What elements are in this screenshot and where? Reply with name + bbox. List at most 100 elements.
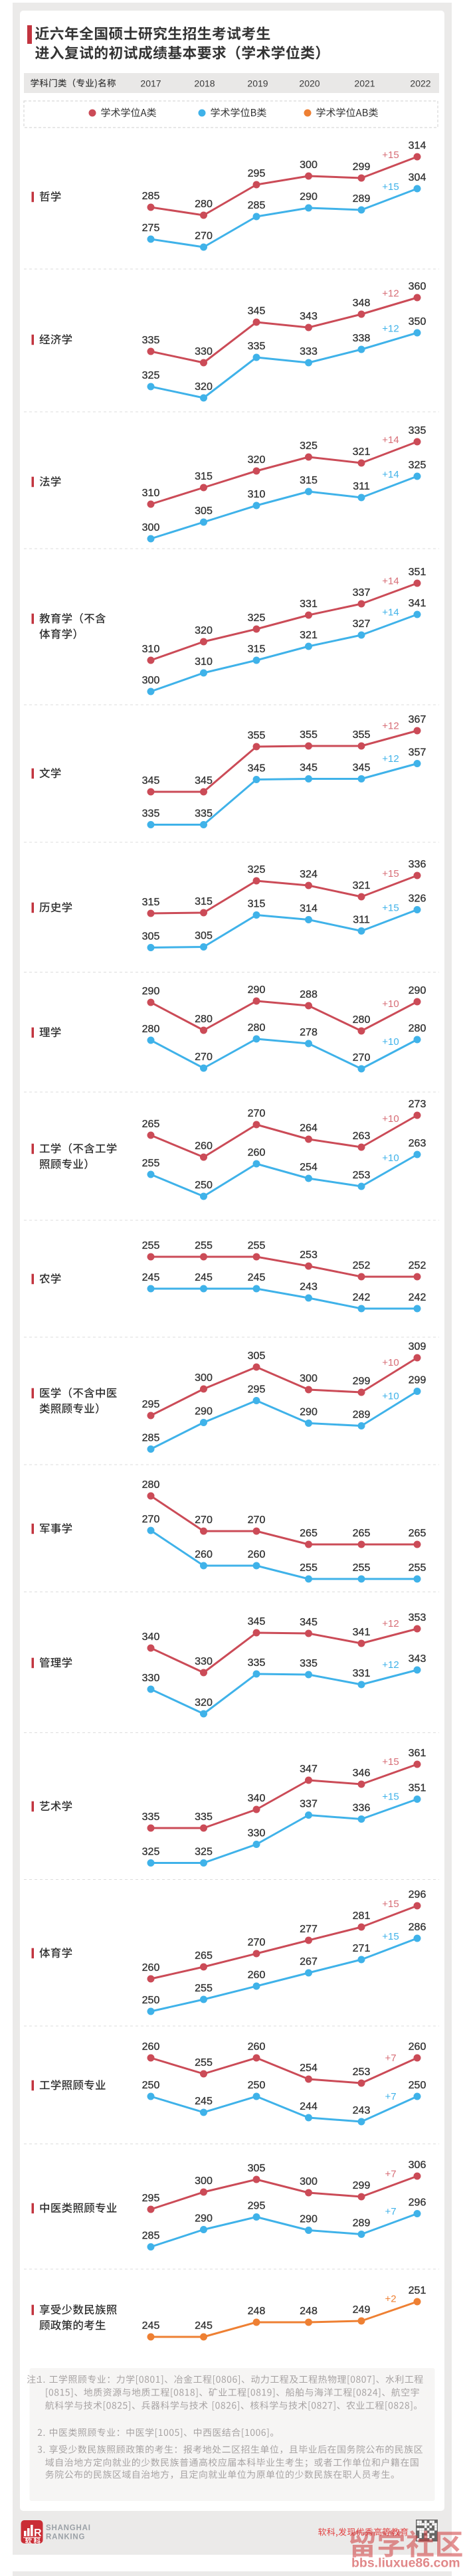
svg-text:250: 250 — [142, 1995, 160, 2006]
svg-text:357: 357 — [409, 747, 426, 759]
svg-text:+14: +14 — [382, 469, 399, 480]
svg-text:335: 335 — [300, 1658, 318, 1669]
svg-text:299: 299 — [353, 2180, 371, 2191]
svg-text:300: 300 — [300, 2176, 318, 2187]
svg-text:255: 255 — [142, 1240, 160, 1251]
svg-text:306: 306 — [409, 2160, 426, 2171]
svg-text:+14: +14 — [382, 576, 399, 587]
svg-text:351: 351 — [409, 1783, 426, 1794]
svg-text:265: 265 — [195, 1950, 213, 1962]
svg-text:300: 300 — [300, 1373, 318, 1384]
svg-text:260: 260 — [248, 1970, 266, 1981]
svg-text:255: 255 — [300, 1562, 318, 1574]
svg-text:337: 337 — [300, 1799, 318, 1810]
svg-text:270: 270 — [195, 230, 213, 242]
svg-text:335: 335 — [409, 425, 426, 436]
svg-text:281: 281 — [353, 1910, 371, 1922]
svg-text:+7: +7 — [385, 2206, 396, 2217]
svg-text:305: 305 — [248, 1350, 266, 1362]
svg-text:R: R — [34, 2528, 42, 2539]
svg-text:340: 340 — [248, 1793, 266, 1804]
svg-text:345: 345 — [248, 306, 266, 317]
svg-text:286: 286 — [409, 1922, 426, 1933]
svg-text:271: 271 — [353, 1943, 371, 1954]
svg-text:270: 270 — [142, 1514, 160, 1525]
svg-text:300: 300 — [300, 159, 318, 171]
svg-text:280: 280 — [195, 1014, 213, 1025]
svg-text:296: 296 — [409, 1889, 426, 1900]
svg-text:273: 273 — [409, 1099, 426, 1110]
svg-text:2019: 2019 — [247, 78, 268, 89]
svg-text:255: 255 — [195, 1240, 213, 1251]
svg-text:+7: +7 — [385, 2169, 396, 2180]
svg-text:345: 345 — [300, 1617, 318, 1628]
svg-text:330: 330 — [142, 1673, 160, 1684]
svg-text:263: 263 — [409, 1138, 426, 1149]
svg-text:270: 270 — [195, 1052, 213, 1063]
svg-text:325: 325 — [409, 460, 426, 471]
svg-text:265: 265 — [300, 1528, 318, 1539]
svg-text:315: 315 — [300, 475, 318, 486]
svg-text:331: 331 — [300, 598, 318, 610]
svg-text:341: 341 — [409, 598, 426, 609]
svg-text:290: 290 — [300, 1407, 318, 1418]
svg-text:333: 333 — [300, 346, 318, 357]
svg-text:305: 305 — [142, 931, 160, 943]
svg-text:325: 325 — [195, 1847, 213, 1858]
svg-text:267: 267 — [300, 1956, 318, 1968]
svg-text:+15: +15 — [382, 1931, 399, 1942]
svg-text:295: 295 — [248, 168, 266, 179]
svg-text:315: 315 — [142, 897, 160, 908]
svg-text:265: 265 — [409, 1528, 426, 1539]
svg-text:280: 280 — [142, 1479, 160, 1491]
svg-text:345: 345 — [142, 775, 160, 786]
svg-text:315: 315 — [195, 896, 213, 907]
svg-text:345: 345 — [300, 763, 318, 774]
svg-text:255: 255 — [248, 1240, 266, 1251]
svg-text:243: 243 — [300, 1281, 318, 1293]
svg-text:242: 242 — [409, 1292, 426, 1303]
svg-text:295: 295 — [142, 2193, 160, 2204]
svg-text:346: 346 — [353, 1768, 371, 1779]
svg-text:367: 367 — [409, 714, 426, 725]
svg-text:280: 280 — [248, 1022, 266, 1034]
svg-text:310: 310 — [195, 656, 213, 668]
svg-text:290: 290 — [195, 2213, 213, 2225]
svg-text:+12: +12 — [382, 323, 399, 335]
svg-text:300: 300 — [142, 675, 160, 686]
svg-text:355: 355 — [300, 729, 318, 741]
svg-text:290: 290 — [300, 191, 318, 203]
svg-text:245: 245 — [195, 2320, 213, 2332]
svg-text:290: 290 — [248, 984, 266, 996]
svg-text:305: 305 — [195, 931, 213, 942]
svg-text:249: 249 — [353, 2304, 371, 2316]
svg-text:355: 355 — [353, 729, 371, 741]
svg-text:260: 260 — [142, 2041, 160, 2053]
svg-text:285: 285 — [142, 1433, 160, 1444]
svg-text:330: 330 — [248, 1828, 266, 1839]
svg-text:280: 280 — [142, 1024, 160, 1035]
svg-text:252: 252 — [409, 1260, 426, 1271]
svg-text:351: 351 — [409, 567, 426, 578]
svg-text:361: 361 — [409, 1748, 426, 1759]
svg-text:285: 285 — [142, 191, 160, 202]
svg-text:260: 260 — [195, 1549, 213, 1560]
svg-text:309: 309 — [409, 1341, 426, 1352]
svg-text:300: 300 — [142, 522, 160, 533]
svg-text:245: 245 — [195, 1272, 213, 1283]
svg-text:321: 321 — [300, 630, 318, 641]
svg-text:260: 260 — [248, 1147, 266, 1158]
svg-text:311: 311 — [353, 915, 370, 926]
svg-text:254: 254 — [300, 1162, 318, 1173]
svg-text:250: 250 — [248, 2080, 266, 2091]
svg-text:304: 304 — [409, 172, 426, 183]
svg-text:248: 248 — [300, 2306, 318, 2317]
svg-text:+15: +15 — [382, 181, 399, 193]
svg-text:285: 285 — [142, 2231, 160, 2242]
svg-text:+12: +12 — [382, 1659, 399, 1671]
svg-text:310: 310 — [142, 488, 160, 499]
svg-text:277: 277 — [300, 1924, 318, 1935]
svg-text:+10: +10 — [382, 1152, 399, 1164]
svg-text:+15: +15 — [382, 149, 399, 161]
svg-text:345: 345 — [195, 775, 213, 786]
